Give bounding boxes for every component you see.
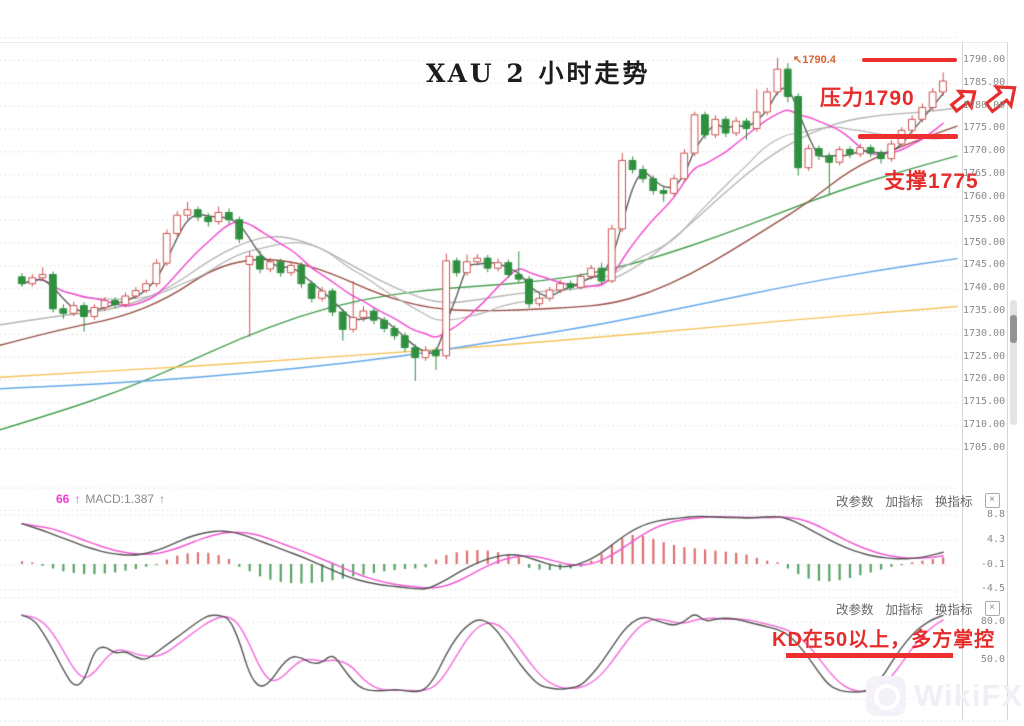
price-axis-label: 1780.00 [963, 99, 1006, 111]
macd-axis-label: -0.1 [980, 558, 1005, 570]
up-arrow-annotations [949, 85, 1017, 114]
kd-annotation: KD在50以上，多方掌控 [772, 629, 996, 651]
macd-indicator-header: 66 ↑ MACD:1.387 ↑ [56, 492, 165, 506]
price-axis-label: 1765.00 [963, 168, 1006, 180]
chart-title: XAU 2 小时走势 [426, 59, 651, 88]
macd-axis-label: 8.8 [986, 508, 1005, 520]
macd-up-arrow-icon: ↑ [74, 492, 81, 506]
wikifx-logo-icon [866, 676, 906, 716]
peak-arrow-icon: ↖ [793, 54, 803, 66]
price-axis-label: 1735.00 [963, 305, 1006, 317]
macd-switch-indicator-button[interactable]: 换指标 [935, 495, 973, 509]
price-axis-label: 1770.00 [963, 145, 1006, 157]
kd-annotation-underline [786, 653, 953, 658]
macd-add-indicator-button[interactable]: 加指标 [885, 495, 924, 509]
up-arrow-icon [949, 89, 977, 114]
price-axis-label: 1730.00 [963, 327, 1006, 339]
macd-panel-controls: 改参数 加指标 换指标 × [836, 491, 1000, 510]
price-axis-label: 1710.00 [963, 419, 1006, 431]
price-axis-label: 1725.00 [963, 350, 1006, 362]
kd-panel-controls: 改参数 加指标 换指标 × [836, 599, 1000, 618]
axis-separator-line [962, 42, 963, 720]
price-axis-label: 1715.00 [963, 396, 1006, 408]
macd-axis-label: 4.3 [986, 533, 1005, 545]
kd-axis-label: 80.0 [980, 615, 1005, 627]
peak-price-tag: ↖1790.4 [793, 53, 836, 66]
macd-close-button[interactable]: × [984, 493, 1000, 508]
price-axis-label: 1750.00 [963, 236, 1006, 248]
watermark-text: WikiFX [914, 678, 1024, 713]
price-axis-label: 1740.00 [963, 282, 1006, 294]
up-arrow-icon [984, 85, 1017, 114]
scrollbar-thumb[interactable] [1010, 315, 1017, 343]
watermark: WikiFX [866, 676, 1023, 716]
price-axis-label: 1755.00 [963, 213, 1006, 225]
price-axis-label: 1705.00 [963, 441, 1006, 453]
kd-change-params-button[interactable]: 改参数 [836, 603, 874, 617]
resistance-line [862, 58, 957, 62]
macd-axis-label: -4.5 [980, 583, 1005, 595]
kd-close-button[interactable]: × [984, 601, 1000, 616]
macd-up-arrow2-icon: ↑ [159, 492, 166, 506]
support-line [858, 134, 958, 139]
kd-switch-indicator-button[interactable]: 换指标 [935, 603, 973, 617]
price-axis-label: 1745.00 [963, 259, 1006, 271]
macd-change-params-button[interactable]: 改参数 [836, 495, 874, 509]
price-axis-label: 1720.00 [963, 373, 1006, 385]
kd-add-indicator-button[interactable]: 加指标 [885, 603, 924, 617]
scrollbar-track[interactable] [1010, 300, 1017, 425]
peak-price-value: 1790.4 [802, 54, 836, 66]
right-border-line [1007, 42, 1008, 720]
price-axis-label: 1775.00 [963, 122, 1006, 134]
price-axis-label: 1790.00 [963, 54, 1006, 65]
price-axis-label: 1760.00 [963, 190, 1006, 202]
price-axis-label: 1785.00 [963, 76, 1006, 88]
kd-axis-label: 50.0 [980, 654, 1005, 666]
resistance-label: 压力1790 [820, 87, 915, 110]
chart-top-border [0, 42, 1007, 43]
support-label: 支撑1775 [884, 170, 979, 193]
macd-label: MACD:1.387 [85, 492, 155, 506]
macd-value: 66 [56, 492, 70, 506]
